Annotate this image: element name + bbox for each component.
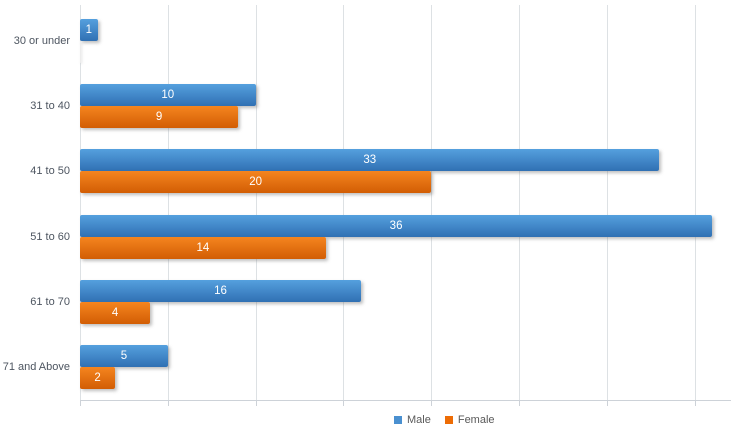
- gridline-35: [694, 5, 696, 400]
- category-label-61-to-70: 61 to 70: [30, 295, 70, 308]
- tick-25: [519, 400, 520, 406]
- category-label-51-to-60: 51 to 60: [30, 230, 70, 243]
- bar-female-51-to-60: 14: [80, 236, 326, 259]
- bar-male-51-to-60: 36: [80, 214, 713, 237]
- bar-male-71-and-above: 5: [80, 345, 168, 368]
- bar-female-41-to-50: 20: [80, 171, 432, 194]
- bar-male-41-to-50: 33: [80, 149, 660, 172]
- legend-label: Female: [457, 414, 495, 426]
- bar-male-30-or-under: 1: [80, 18, 98, 41]
- legend: Male Female: [394, 414, 509, 426]
- data-label: 14: [196, 241, 210, 254]
- data-label: 36: [389, 219, 403, 232]
- category-label-41-to-50: 41 to 50: [30, 165, 70, 178]
- tick-10: [255, 400, 257, 406]
- gridline-30: [606, 5, 608, 400]
- data-label: 10: [161, 89, 175, 101]
- data-label: 5: [120, 350, 128, 363]
- legend-swatch-male: [394, 416, 402, 424]
- data-label: 1: [85, 23, 92, 36]
- bar-female-61-to-70: 4: [80, 302, 151, 324]
- bar-male-31-to-40: 10: [80, 84, 256, 106]
- bar-female-31-to-40: 9: [80, 106, 239, 128]
- data-label: 20: [249, 176, 262, 189]
- gridline-20: [431, 5, 433, 400]
- category-label-31-to-40: 31 to 40: [30, 99, 70, 112]
- gridline-10: [255, 5, 257, 400]
- data-label: 4: [111, 307, 119, 319]
- bar-female-30-or-under: [80, 40, 81, 63]
- legend-item-female: Female: [444, 414, 495, 426]
- tick-35: [694, 400, 696, 406]
- legend-item-male: Male: [394, 414, 431, 426]
- bar-female-71-and-above: 2: [80, 367, 116, 390]
- x-axis-line: [80, 400, 731, 401]
- legend-label: Male: [407, 414, 431, 426]
- data-label: 2: [94, 372, 101, 385]
- gridline-5: [167, 5, 169, 400]
- category-label-71-and-above: 71 and Above: [2, 361, 70, 374]
- category-label-30-or-under: 30 or under: [13, 34, 70, 47]
- bar-male-61-to-70: 16: [80, 280, 361, 302]
- legend-swatch-female: [444, 416, 453, 424]
- data-label: 16: [214, 285, 227, 297]
- tick-30: [606, 400, 608, 406]
- plot-area: [80, 5, 731, 400]
- data-label: 33: [363, 154, 377, 167]
- data-label: 9: [155, 111, 163, 123]
- tick-5: [167, 400, 169, 406]
- gridline-0: [80, 5, 81, 400]
- tick-0: [80, 400, 81, 406]
- gridline-25: [519, 5, 520, 400]
- gridline-15: [343, 5, 345, 400]
- tick-20: [431, 400, 433, 406]
- tick-15: [343, 400, 345, 406]
